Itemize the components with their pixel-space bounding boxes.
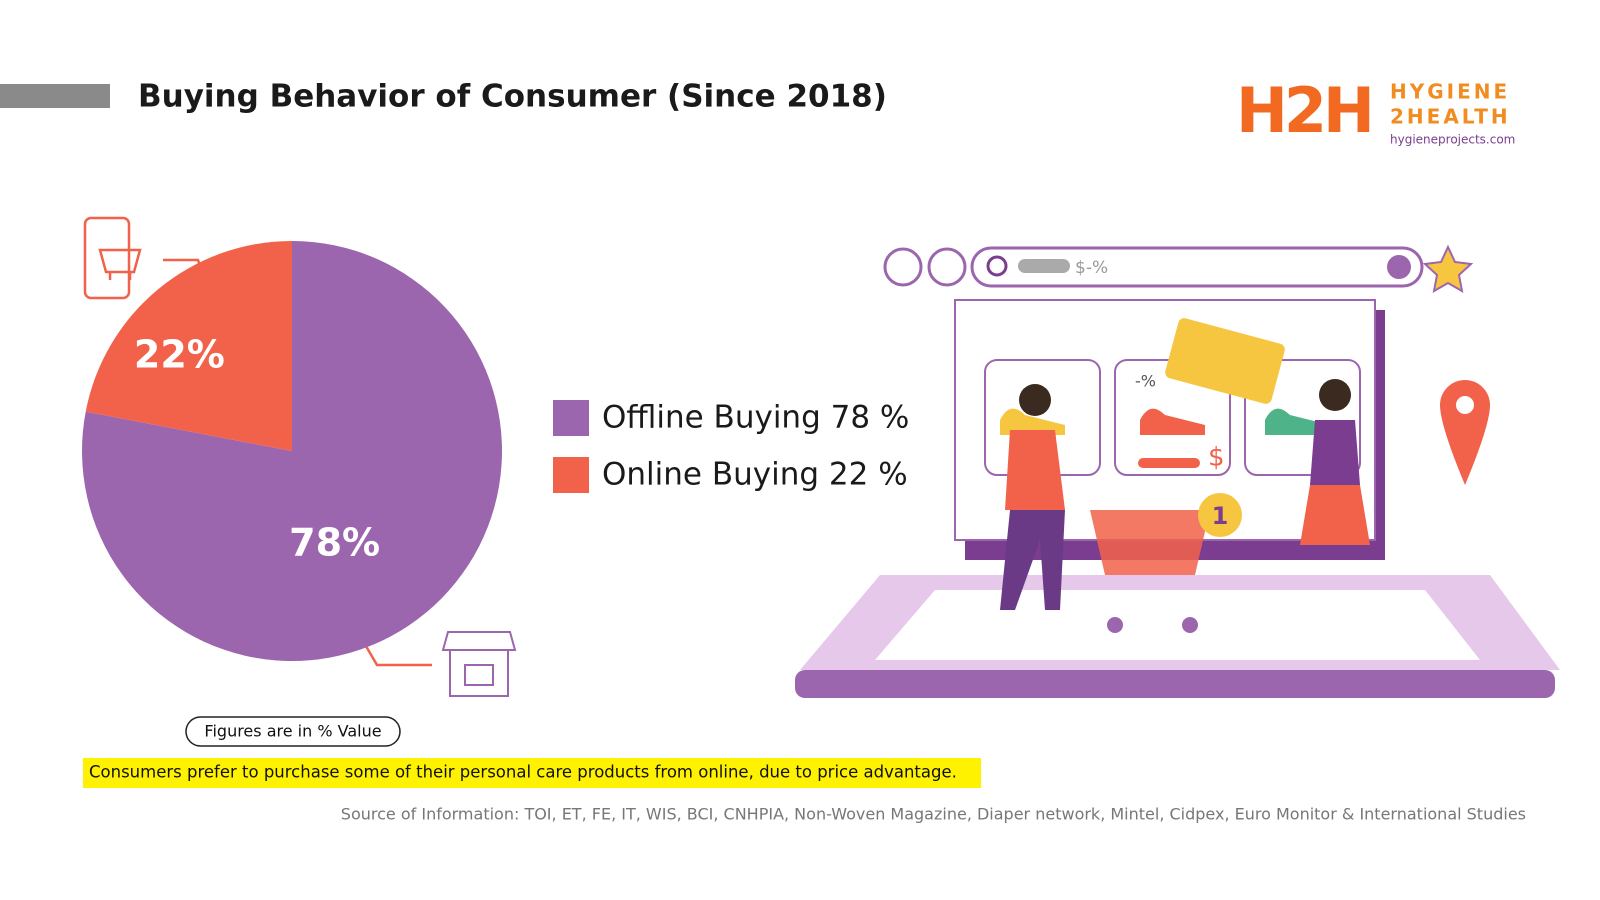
slice-label: 78% xyxy=(289,520,380,564)
legend-swatch xyxy=(553,400,589,436)
badge: 1 xyxy=(1212,502,1229,530)
search-text: $-% xyxy=(1075,258,1108,278)
store-icon xyxy=(441,631,517,697)
logo-line1: HYGIENE xyxy=(1390,80,1510,104)
illustration: $-% -% $ 1 xyxy=(795,244,1560,698)
logo-url: hygieneprojects.com xyxy=(1390,133,1515,147)
logo-mark: H2H xyxy=(1236,74,1371,147)
slice-label: 22% xyxy=(134,333,225,377)
note-pill xyxy=(185,716,401,747)
logo-line2: 2HEALTH xyxy=(1390,105,1511,129)
legend-label: Online Buying 22 % xyxy=(602,457,908,493)
highlight-bar xyxy=(83,758,981,788)
legend-label: Offline Buying 78 % xyxy=(602,400,909,436)
discount: -% xyxy=(1135,372,1156,391)
legend-swatch xyxy=(553,457,589,493)
note: Figures are in % Value xyxy=(204,722,381,741)
highlight: Consumers prefer to purchase some of the… xyxy=(89,763,957,782)
price: $ xyxy=(1208,443,1225,473)
title: Buying Behavior of Consumer (Since 2018) xyxy=(138,79,887,115)
title-bar xyxy=(0,84,110,108)
source: Source of Information: TOI, ET, FE, IT, … xyxy=(341,805,1526,824)
pie-slice xyxy=(85,241,292,451)
